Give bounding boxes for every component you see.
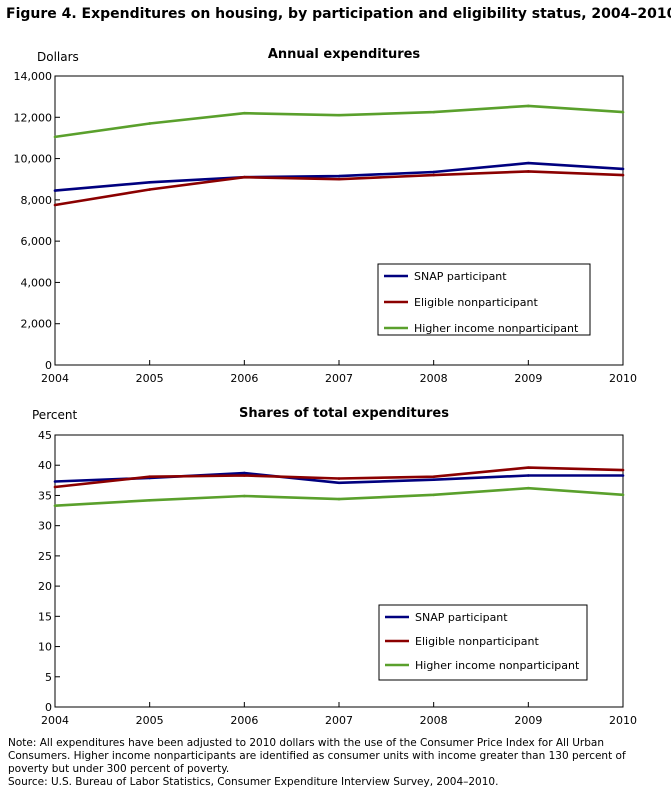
y-tick-label: 30 <box>38 520 52 533</box>
x-tick-label: 2006 <box>230 714 258 727</box>
data-point-higher-income-nonparticipant <box>148 498 151 502</box>
data-point-higher-income-nonparticipant <box>53 135 57 139</box>
y-axis-unit-label: Percent <box>32 408 77 422</box>
data-point-snap-participant <box>527 474 530 477</box>
data-point-higher-income-nonparticipant <box>243 494 246 498</box>
x-tick-label: 2007 <box>325 714 353 727</box>
data-point-snap-participant <box>53 480 57 483</box>
x-tick-label: 2005 <box>136 714 164 727</box>
data-point-snap-participant <box>527 161 530 165</box>
legend-box <box>378 604 588 681</box>
legend: SNAP participant Eligible nonparticipant H… <box>378 604 588 681</box>
data-point-higher-income-nonparticipant <box>337 113 341 117</box>
series-line-higher-income-nonparticipant <box>54 104 624 139</box>
data-point-higher-income-nonparticipant <box>337 497 341 501</box>
y-tick-label: 20 <box>38 580 52 593</box>
y-tick-label: 35 <box>38 489 52 502</box>
x-tick-label: 2005 <box>136 372 164 385</box>
x-tick-label: 2007 <box>325 372 353 385</box>
x-tick-label: 2008 <box>420 372 448 385</box>
figure-title: Figure 4. Expenditures on housing, by pa… <box>6 6 671 22</box>
legend-label-eligible-nonparticipant: Eligible nonparticipant <box>414 296 538 309</box>
notes-block: Note: All expenditures have been adjuste… <box>8 737 663 789</box>
data-point-snap-participant <box>621 167 625 171</box>
data-point-higher-income-nonparticipant <box>621 110 625 114</box>
series-line-higher-income-nonparticipant <box>54 486 624 507</box>
y-tick-label: 4,000 <box>21 276 53 289</box>
x-tick-label: 2004 <box>41 714 69 727</box>
legend-label-snap-participant: SNAP participant <box>414 270 507 283</box>
data-point-eligible-nonparticipant <box>432 173 435 177</box>
y-tick-label: 40 <box>38 459 52 472</box>
data-point-higher-income-nonparticipant <box>53 504 57 508</box>
chart-title: Shares of total expenditures <box>239 406 449 421</box>
source-text: Source: U.S. Bureau of Labor Statistics,… <box>8 776 499 788</box>
legend: SNAP participant Eligible nonparticipant H… <box>377 263 591 336</box>
y-tick-label: 12,000 <box>14 111 53 124</box>
data-point-snap-participant <box>148 181 151 184</box>
data-point-eligible-nonparticipant <box>621 173 625 177</box>
data-point-eligible-nonparticipant <box>527 170 530 173</box>
data-point-snap-participant <box>53 189 57 192</box>
data-point-higher-income-nonparticipant <box>148 122 151 125</box>
data-point-higher-income-nonparticipant <box>243 111 246 115</box>
y-tick-label: 6,000 <box>21 235 53 248</box>
y-tick-label: 15 <box>38 610 52 623</box>
data-point-higher-income-nonparticipant <box>432 110 435 114</box>
x-tick-label: 2010 <box>609 372 637 385</box>
y-tick-label: 14,000 <box>14 70 53 83</box>
data-point-eligible-nonparticipant <box>432 475 435 479</box>
x-tick-label: 2004 <box>41 372 69 385</box>
y-tick-label: 0 <box>45 701 52 714</box>
y-tick-label: 45 <box>38 429 52 442</box>
legend-label-snap-participant: SNAP participant <box>415 611 508 624</box>
shares-of-total-expenditures-chart: Shares of total expenditures Percent 0 5 10 1… <box>32 406 637 727</box>
note-text: Note: All expenditures have been adjuste… <box>8 737 626 775</box>
data-point-higher-income-nonparticipant <box>527 104 530 108</box>
data-point-higher-income-nonparticipant <box>432 493 435 497</box>
x-tick-label: 2006 <box>230 372 258 385</box>
y-tick-label: 10,000 <box>14 153 53 166</box>
data-point-eligible-nonparticipant <box>337 177 341 181</box>
y-tick-label: 8,000 <box>21 194 53 207</box>
y-tick-label: 10 <box>38 641 52 654</box>
x-tick-label: 2009 <box>514 714 542 727</box>
data-point-eligible-nonparticipant <box>337 477 341 480</box>
y-tick-label: 2,000 <box>21 318 53 331</box>
legend-label-higher-income-nonparticipant: Higher income nonparticipant <box>414 322 579 335</box>
legend-label-higher-income-nonparticipant: Higher income nonparticipant <box>415 659 580 672</box>
annual-expenditures-chart: Annual expenditures Dollars 0 2,000 4,000 6,0… <box>14 47 638 385</box>
data-point-snap-participant <box>243 471 246 475</box>
data-point-eligible-nonparticipant <box>621 468 625 472</box>
data-point-snap-participant <box>432 478 435 482</box>
data-point-eligible-nonparticipant <box>148 188 151 191</box>
data-point-eligible-nonparticipant <box>148 475 151 479</box>
y-tick-label: 25 <box>38 550 52 563</box>
data-point-higher-income-nonparticipant <box>621 493 625 497</box>
x-tick-label: 2010 <box>609 714 637 727</box>
y-tick-label: 5 <box>45 671 52 684</box>
data-point-snap-participant <box>432 170 435 174</box>
data-point-eligible-nonparticipant <box>243 175 246 179</box>
data-point-snap-participant <box>621 474 625 477</box>
chart-title: Annual expenditures <box>268 47 421 62</box>
data-point-snap-participant <box>337 174 341 178</box>
data-point-snap-participant <box>337 481 341 485</box>
data-point-eligible-nonparticipant <box>527 466 530 469</box>
legend-label-eligible-nonparticipant: Eligible nonparticipant <box>415 635 539 648</box>
data-point-eligible-nonparticipant <box>243 474 246 477</box>
x-tick-label: 2009 <box>514 372 542 385</box>
y-tick-label: 0 <box>45 359 52 372</box>
data-point-eligible-nonparticipant <box>53 485 57 489</box>
data-point-higher-income-nonparticipant <box>527 486 530 490</box>
data-point-eligible-nonparticipant <box>53 203 57 207</box>
y-axis-unit-label: Dollars <box>37 50 79 64</box>
legend-box <box>377 263 591 336</box>
x-tick-label: 2008 <box>420 714 448 727</box>
